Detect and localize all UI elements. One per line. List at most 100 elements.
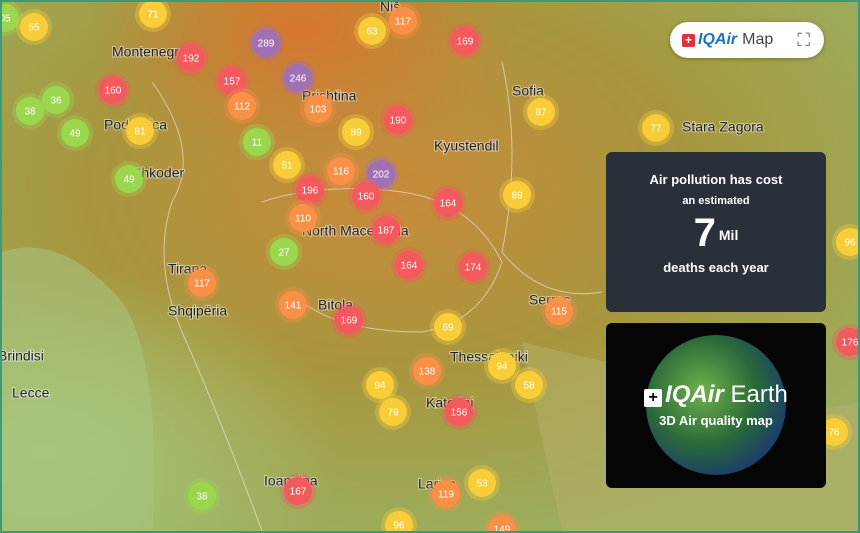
- aqi-marker[interactable]: 160: [95, 72, 131, 108]
- aqi-marker[interactable]: 27: [266, 234, 302, 270]
- aqi-marker[interactable]: 11: [239, 124, 275, 160]
- aqi-marker[interactable]: 36: [38, 82, 74, 118]
- aqi-marker[interactable]: 05: [2, 2, 23, 36]
- marker-dot: [451, 27, 479, 55]
- aqi-marker[interactable]: 112: [224, 88, 260, 124]
- earth-card[interactable]: + IQAir Earth 3D Air quality map: [606, 323, 826, 488]
- aqi-marker[interactable]: 176: [832, 324, 858, 360]
- marker-value: 89: [350, 128, 362, 139]
- aqi-marker[interactable]: 196: [292, 172, 328, 208]
- aqi-marker[interactable]: 94: [362, 367, 398, 403]
- aqi-marker[interactable]: 38: [12, 93, 48, 129]
- aqi-marker[interactable]: 38: [184, 478, 220, 514]
- marker-value: 187: [378, 226, 395, 237]
- aqi-marker[interactable]: 169: [331, 302, 367, 338]
- aqi-marker[interactable]: 187: [368, 212, 404, 248]
- aqi-marker[interactable]: 103: [300, 91, 336, 127]
- marker-value: 149: [494, 525, 511, 531]
- aqi-marker[interactable]: 89: [338, 114, 374, 150]
- aqi-marker[interactable]: 63: [354, 13, 390, 49]
- aqi-marker[interactable]: 246: [280, 60, 316, 96]
- aqi-marker[interactable]: 117: [385, 3, 421, 39]
- place-label: Shqipëria: [168, 303, 227, 319]
- marker-dot: [459, 253, 487, 281]
- aqi-marker[interactable]: 49: [111, 161, 147, 197]
- marker-value: 77: [650, 124, 662, 135]
- aqi-marker[interactable]: 141: [275, 287, 311, 323]
- earth-product: Earth: [730, 381, 788, 408]
- marker-dot: [115, 165, 143, 193]
- marker-value: 89: [511, 191, 523, 202]
- marker-value: 141: [285, 301, 302, 312]
- aqi-marker[interactable]: 157: [214, 63, 250, 99]
- marker-value: 94: [496, 362, 508, 373]
- marker-value: 112: [234, 102, 250, 113]
- aqi-marker[interactable]: 117: [184, 265, 220, 301]
- aqi-marker[interactable]: 55: [16, 9, 52, 45]
- marker-value: 49: [69, 129, 81, 140]
- aqi-marker[interactable]: 169: [447, 23, 483, 59]
- aqi-marker[interactable]: 79: [375, 394, 411, 430]
- marker-dot: [2, 4, 19, 32]
- place-label: Lecce: [12, 385, 50, 401]
- aqi-marker[interactable]: 71: [135, 2, 171, 32]
- marker-dot: [434, 313, 462, 341]
- marker-value: 202: [373, 170, 390, 181]
- place-label: Brindisi: [2, 348, 44, 364]
- aqi-marker[interactable]: 174: [455, 249, 491, 285]
- aqi-marker[interactable]: 149: [484, 511, 520, 531]
- map-button[interactable]: + IQAir Map ⛶: [670, 22, 824, 58]
- aqi-marker[interactable]: 164: [391, 247, 427, 283]
- aqi-marker[interactable]: 77: [638, 110, 674, 146]
- fullscreen-icon[interactable]: ⛶: [797, 29, 810, 50]
- marker-value: 156: [451, 408, 468, 419]
- marker-dot: [284, 477, 312, 505]
- aqi-marker[interactable]: 96: [832, 224, 858, 260]
- marker-dot: [177, 44, 205, 72]
- aqi-marker[interactable]: 110: [285, 200, 321, 236]
- marker-value: 176: [842, 338, 858, 349]
- aqi-marker[interactable]: 192: [173, 40, 209, 76]
- marker-dot: [273, 151, 301, 179]
- aqi-marker[interactable]: 51: [269, 147, 305, 183]
- aqi-marker[interactable]: 116: [323, 153, 359, 189]
- marker-dot: [515, 371, 543, 399]
- brand: IQAir: [698, 31, 738, 48]
- aqi-marker[interactable]: 94: [484, 348, 520, 384]
- marker-value: 117: [194, 279, 210, 290]
- marker-value: 96: [844, 238, 856, 249]
- aqi-marker[interactable]: 49: [57, 115, 93, 151]
- marker-value: 53: [476, 479, 488, 490]
- marker-value: 71: [147, 10, 159, 21]
- aqi-marker[interactable]: 119: [428, 476, 464, 512]
- aqi-marker[interactable]: 167: [280, 473, 316, 509]
- aqi-marker[interactable]: 190: [380, 102, 416, 138]
- aqi-marker[interactable]: 289: [248, 25, 284, 61]
- marker-value: 55: [28, 23, 40, 34]
- marker-dot: [432, 480, 460, 508]
- marker-value: 110: [295, 214, 311, 225]
- aqi-marker[interactable]: 115: [541, 293, 577, 329]
- marker-value: 63: [366, 27, 378, 38]
- aqi-marker[interactable]: 81: [122, 113, 158, 149]
- cost-card: Air pollution has cost an estimated 7 Mil…: [606, 152, 826, 312]
- cost-line2: an estimated: [682, 195, 750, 207]
- marker-dot: [296, 176, 324, 204]
- aqi-marker[interactable]: 138: [409, 353, 445, 389]
- aqi-marker[interactable]: 58: [511, 367, 547, 403]
- marker-value: 169: [457, 37, 474, 48]
- marker-value: 138: [419, 367, 436, 378]
- aqi-marker[interactable]: 202: [363, 156, 399, 192]
- aqi-marker[interactable]: 89: [499, 177, 535, 213]
- aqi-marker[interactable]: 87: [523, 94, 559, 130]
- aqi-marker[interactable]: 53: [464, 465, 500, 501]
- aqi-marker[interactable]: 156: [441, 394, 477, 430]
- aqi-marker[interactable]: 164: [430, 185, 466, 221]
- marker-value: 103: [310, 105, 327, 116]
- aqi-marker[interactable]: 160: [348, 178, 384, 214]
- aqi-marker[interactable]: 69: [430, 309, 466, 345]
- aqi-marker[interactable]: 96: [381, 507, 417, 531]
- marker-dot: [279, 291, 307, 319]
- marker-dot: [488, 352, 516, 380]
